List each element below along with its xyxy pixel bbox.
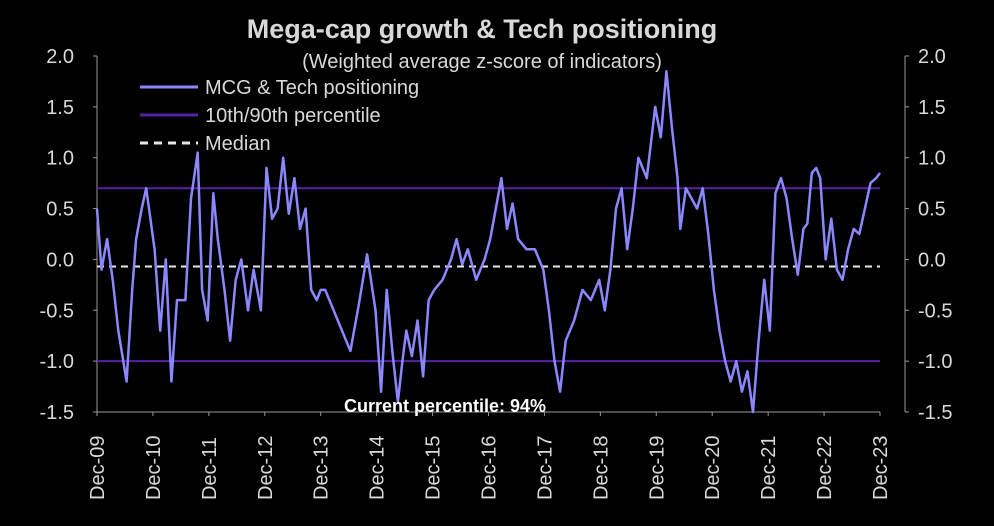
- current-percentile-annotation: Current percentile: 94%: [344, 396, 546, 416]
- legend-label-percentile: 10th/90th percentile: [205, 105, 381, 127]
- chart-subtitle: (Weighted average z-score of indicators): [302, 51, 662, 73]
- legend-label-mcg: MCG & Tech positioning: [205, 77, 419, 99]
- y-tick-label-left: 0.0: [46, 249, 74, 271]
- y-tick-label-right: 2.0: [918, 46, 946, 68]
- x-tick-label: Dec-23: [870, 436, 892, 500]
- legend: MCG & Tech positioning 10th/90th percent…: [140, 77, 419, 155]
- y-tick-label-right: -0.5: [918, 300, 952, 322]
- y-tick-label-right: 0.5: [918, 199, 946, 221]
- x-tick-label: Dec-14: [367, 436, 389, 500]
- x-tick-label: Dec-17: [534, 436, 556, 500]
- y-tick-label-left: 2.0: [46, 46, 74, 68]
- x-tick-label: Dec-16: [479, 436, 501, 500]
- percentile-lines: [97, 187, 880, 363]
- y-tick-label-right: 1.5: [918, 97, 946, 119]
- y-tick-label-right: -1.5: [918, 402, 952, 424]
- legend-label-median: Median: [205, 133, 271, 155]
- series-line-mcg-tech: [95, 70, 881, 414]
- x-tick-label: Dec-18: [590, 436, 612, 500]
- x-tick-label: Dec-22: [814, 436, 836, 500]
- y-tick-label-right: 0.0: [918, 249, 946, 271]
- x-tick-label: Dec-11: [199, 437, 221, 500]
- x-tick-label: Dec-10: [143, 436, 165, 500]
- y-tick-label-left: -1.5: [40, 402, 74, 424]
- x-tick-label: Dec-20: [702, 436, 724, 500]
- y-tick-label-left: 1.5: [46, 97, 74, 119]
- x-tick-label: Dec-09: [87, 436, 109, 500]
- y-tick-label-left: 1.0: [46, 148, 74, 170]
- y-tick-label-right: 1.0: [918, 148, 946, 170]
- y-tick-label-right: -1.0: [918, 351, 952, 373]
- x-tick-label: Dec-19: [646, 436, 668, 500]
- y-tick-label-left: -1.0: [40, 351, 74, 373]
- x-tick-label: Dec-12: [255, 436, 277, 500]
- y-tick-label-left: 0.5: [46, 199, 74, 221]
- x-tick-label: Dec-21: [758, 436, 780, 500]
- x-tick-label: Dec-15: [423, 436, 445, 500]
- series-line-group: [95, 70, 881, 414]
- axes: 2.0 2.0 1.5 1.5 1.0 1.0 0.5 0.5 0.0 0.0 -0.5 -0.5 -1…: [40, 46, 953, 500]
- x-tick-label: Dec-13: [311, 436, 333, 500]
- y-tick-label-left: -0.5: [40, 300, 74, 322]
- chart-title: Mega-cap growth & Tech positioning: [247, 14, 718, 44]
